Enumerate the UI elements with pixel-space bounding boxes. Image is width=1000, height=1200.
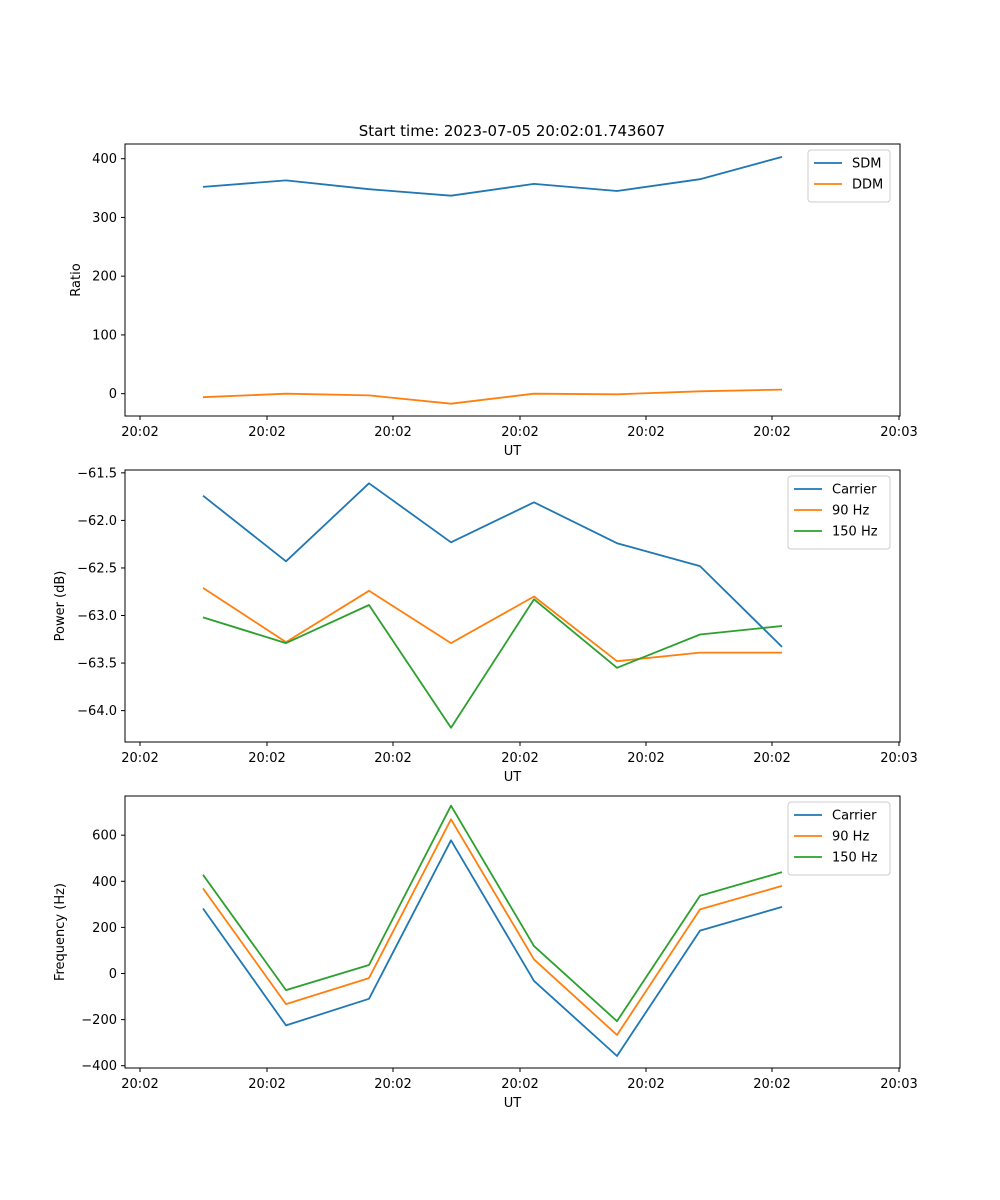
x-axis-label: UT	[504, 770, 522, 785]
y-tick-label: 200	[92, 921, 117, 936]
y-tick-label: 0	[109, 387, 117, 402]
y-tick-label: −64.0	[77, 704, 117, 719]
axes-frame	[124, 143, 901, 417]
legend-label: DDM	[852, 178, 883, 193]
x-tick-label: 20:02	[248, 1077, 285, 1092]
x-tick-label: 20:02	[121, 425, 158, 440]
legend-label: 90 Hz	[832, 830, 869, 845]
y-tick-label: −200	[81, 1013, 117, 1028]
x-tick-label: 20:02	[248, 425, 285, 440]
x-tick-label: 20:02	[627, 425, 664, 440]
x-tick-label: 20:02	[627, 1077, 664, 1092]
figure-title: Start time: 2023-07-05 20:02:01.743607	[359, 122, 665, 140]
y-tick-label: −63.0	[77, 609, 117, 624]
y-tick-label: −61.5	[77, 466, 117, 481]
legend-label: 150 Hz	[832, 525, 878, 540]
legend-label: Carrier	[832, 809, 877, 824]
legend-label: SDM	[852, 157, 881, 172]
y-tick-label: 100	[92, 328, 117, 343]
x-tick-label: 20:02	[501, 1077, 538, 1092]
x-tick-label: 20:02	[501, 751, 538, 766]
x-tick-label: 20:02	[374, 1077, 411, 1092]
x-tick-label: 20:02	[753, 751, 790, 766]
legend-label: 90 Hz	[832, 504, 869, 519]
x-axis-label: UT	[504, 444, 522, 459]
y-tick-label: −62.0	[77, 514, 117, 529]
x-tick-label: 20:03	[880, 1077, 917, 1092]
y-tick-label: −63.5	[77, 657, 117, 672]
y-tick-label: 400	[92, 875, 117, 890]
x-tick-label: 20:02	[374, 425, 411, 440]
y-tick-label: −62.5	[77, 561, 117, 576]
axes-frame	[124, 795, 901, 1069]
legend: Carrier 90 Hz 150 Hz	[787, 475, 891, 550]
subplot-3: 20:02 20:02 20:02 20:02 20:02 20:02 20:03 UT −40…	[53, 795, 918, 1111]
x-tick-label: 20:02	[753, 425, 790, 440]
x-tick-label: 20:02	[501, 425, 538, 440]
series-line-150-hz	[202, 598, 783, 729]
x-tick-label: 20:03	[880, 425, 917, 440]
subplot-2: 20:02 20:02 20:02 20:02 20:02 20:02 20:03 UT −64…	[53, 466, 918, 785]
x-tick-label: 20:02	[753, 1077, 790, 1092]
y-tick-label: −400	[81, 1059, 117, 1074]
y-axis-label: Power (dB)	[53, 571, 68, 642]
y-tick-label: 300	[92, 211, 117, 226]
legend: SDM DDM	[807, 149, 891, 203]
x-tick-label: 20:02	[248, 751, 285, 766]
y-tick-label: 400	[92, 152, 117, 167]
legend: Carrier 90 Hz 150 Hz	[787, 801, 891, 876]
series-line-ddm	[202, 388, 783, 405]
x-tick-label: 20:02	[121, 751, 158, 766]
y-tick-label: 600	[92, 829, 117, 844]
axes-frame	[124, 469, 901, 743]
x-tick-label: 20:02	[627, 751, 664, 766]
series-line-150-hz	[202, 804, 783, 1023]
y-tick-label: 200	[92, 270, 117, 285]
legend-label: Carrier	[832, 483, 877, 498]
y-axis-label: Ratio	[69, 263, 84, 296]
y-axis-label: Frequency (Hz)	[53, 883, 68, 981]
legend-label: 150 Hz	[832, 851, 878, 866]
x-tick-label: 20:03	[880, 751, 917, 766]
series-line-sdm	[202, 156, 783, 197]
series-line-90-hz	[202, 587, 782, 663]
subplot-1: 20:02 20:02 20:02 20:02 20:02 20:02 20:03 UT 0 10…	[69, 143, 918, 459]
y-tick-label: 0	[109, 967, 117, 982]
series-line-carrier	[202, 482, 783, 648]
series-line-90-hz	[202, 818, 783, 1036]
series-line-carrier	[202, 839, 783, 1057]
x-axis-label: UT	[504, 1096, 522, 1111]
x-tick-label: 20:02	[121, 1077, 158, 1092]
x-tick-label: 20:02	[374, 751, 411, 766]
